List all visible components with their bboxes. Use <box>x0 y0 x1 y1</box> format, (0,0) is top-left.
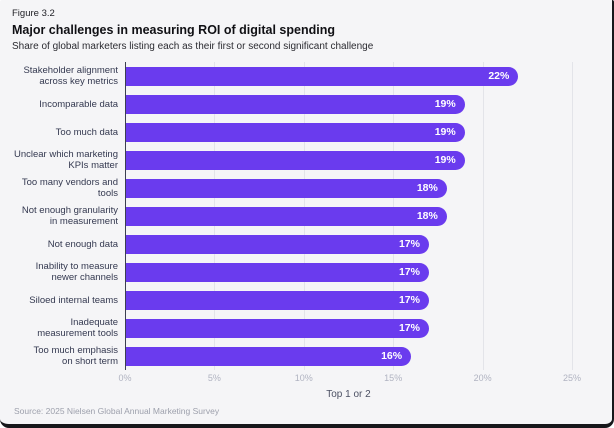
bar-row: Too much data 19% <box>0 118 612 146</box>
bar-value-label: 18% <box>416 210 438 222</box>
bar-value-label: 22% <box>488 70 510 82</box>
bar: 17% <box>125 318 429 338</box>
bar-track: 17% <box>125 286 612 314</box>
bar-category-label: Too much data <box>55 126 118 138</box>
bar: 19% <box>125 150 465 170</box>
x-axis-tick: 0% <box>118 373 132 383</box>
bar-row: Unclear which marketing KPIs matter 19% <box>0 146 612 174</box>
bar: 19% <box>125 94 465 114</box>
bar-category-label: Inadequate measurement tools <box>37 317 118 339</box>
y-axis-line <box>125 62 126 370</box>
bar-track: 18% <box>125 174 612 202</box>
chart-title: Major challenges in measuring ROI of dig… <box>12 23 335 37</box>
x-axis-title: Top 1 or 2 <box>326 389 371 400</box>
bar-track: 17% <box>125 230 612 258</box>
bar: 17% <box>125 290 429 310</box>
bar: 19% <box>125 122 465 142</box>
bar-row: Incomparable data 19% <box>0 90 612 118</box>
x-axis-tick: 10% <box>294 373 313 383</box>
bar-row: Stakeholder alignment across key metrics… <box>0 62 612 90</box>
x-axis-tick: 5% <box>207 373 221 383</box>
bar-value-label: 19% <box>434 98 456 110</box>
bar-category-label: Siloed internal teams <box>29 294 118 306</box>
bar-category-label: Not enough granularity in measurement <box>21 205 118 227</box>
bar: 17% <box>125 262 429 282</box>
bar-category-label: Too much emphasis on short term <box>33 345 118 367</box>
bar-value-label: 17% <box>398 266 420 278</box>
gridline <box>572 62 573 370</box>
bar-value-label: 19% <box>434 154 456 166</box>
bar-value-label: 19% <box>434 126 456 138</box>
bar: 22% <box>125 66 519 86</box>
bar: 18% <box>125 178 447 198</box>
bar-row: Too much emphasis on short term 16% <box>0 342 612 370</box>
bar-category-label: Inability to measure newer channels <box>35 261 118 283</box>
bar-track: 18% <box>125 202 612 230</box>
bar-value-label: 17% <box>398 322 420 334</box>
bar-value-label: 17% <box>398 238 420 250</box>
bar-track: 17% <box>125 314 612 342</box>
bar-chart: Stakeholder alignment across key metrics… <box>0 62 612 400</box>
bar-track: 17% <box>125 258 612 286</box>
bar-track: 22% <box>125 62 612 90</box>
bar-category-label: Not enough data <box>47 238 118 250</box>
bar-track: 19% <box>125 90 612 118</box>
bar-category-label: Incomparable data <box>39 98 118 110</box>
chart-subtitle: Share of global marketers listing each a… <box>12 41 374 52</box>
bar-row: Inability to measure newer channels 17% <box>0 258 612 286</box>
bar-row: Not enough granularity in measurement 18% <box>0 202 612 230</box>
bar-value-label: 16% <box>381 350 403 362</box>
bar-value-label: 18% <box>416 182 438 194</box>
bar-category-label: Stakeholder alignment across key metrics <box>23 65 118 87</box>
bar: 17% <box>125 234 429 254</box>
x-axis-tick: 25% <box>562 373 582 383</box>
bar-row: Too many vendors and tools 18% <box>0 174 612 202</box>
bar-track: 19% <box>125 146 612 174</box>
source-note: Source: 2025 Nielsen Global Annual Marke… <box>14 406 220 416</box>
bar-value-label: 17% <box>398 294 420 306</box>
bar-category-label: Too many vendors and tools <box>21 177 118 199</box>
chart-header: Figure 3.2 Major challenges in measuring… <box>0 0 612 53</box>
bar-category-label: Unclear which marketing KPIs matter <box>13 149 118 171</box>
x-axis-tick: 15% <box>384 373 403 383</box>
x-axis-tick: 20% <box>473 373 492 383</box>
gridline <box>482 62 484 370</box>
bar-row: Inadequate measurement tools 17% <box>0 314 612 342</box>
bar-track: 19% <box>125 118 612 146</box>
bar-rows: Stakeholder alignment across key metrics… <box>0 62 612 370</box>
bar-row: Not enough data 17% <box>0 230 612 258</box>
bar-row: Siloed internal teams 17% <box>0 286 612 314</box>
figure-label: Figure 3.2 <box>12 8 55 19</box>
bar-track: 16% <box>125 342 612 370</box>
bar: 18% <box>125 206 447 226</box>
x-axis: 0% 5% 10% 15% 20% 25% <box>118 370 599 385</box>
bar: 16% <box>125 346 412 366</box>
